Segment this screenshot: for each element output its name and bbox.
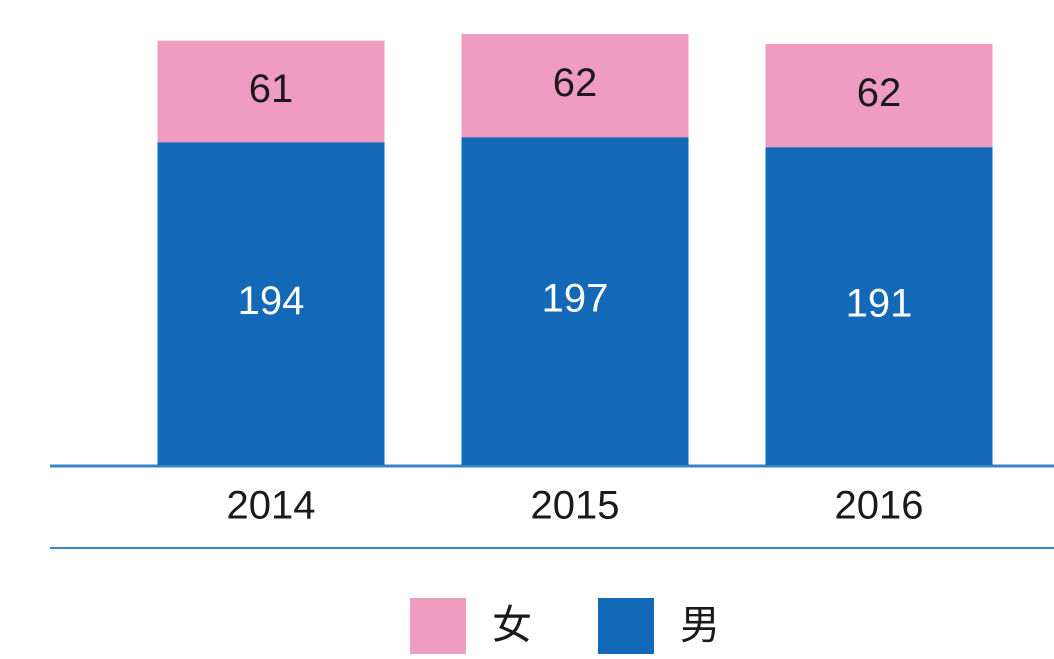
data-label: 62 <box>553 61 598 105</box>
bar-segment <box>157 40 385 143</box>
bar-segment <box>461 34 689 138</box>
legend-label: 女 <box>492 604 532 648</box>
data-label: 62 <box>857 71 902 115</box>
data-label: 194 <box>238 279 305 323</box>
x-tick-label: 2014 <box>227 484 316 528</box>
x-tick-label: 2015 <box>531 484 620 528</box>
data-label: 197 <box>542 277 609 321</box>
legend-swatch <box>410 598 466 654</box>
bar-segment <box>157 142 385 465</box>
bar-segment <box>765 43 993 148</box>
data-label: 61 <box>249 67 294 111</box>
legend-swatch <box>598 598 654 654</box>
legend-label: 男 <box>680 604 720 648</box>
bar-segment <box>765 147 993 465</box>
data-label: 191 <box>846 282 913 326</box>
bar-segment <box>461 137 689 465</box>
x-tick-label: 2016 <box>835 484 924 528</box>
